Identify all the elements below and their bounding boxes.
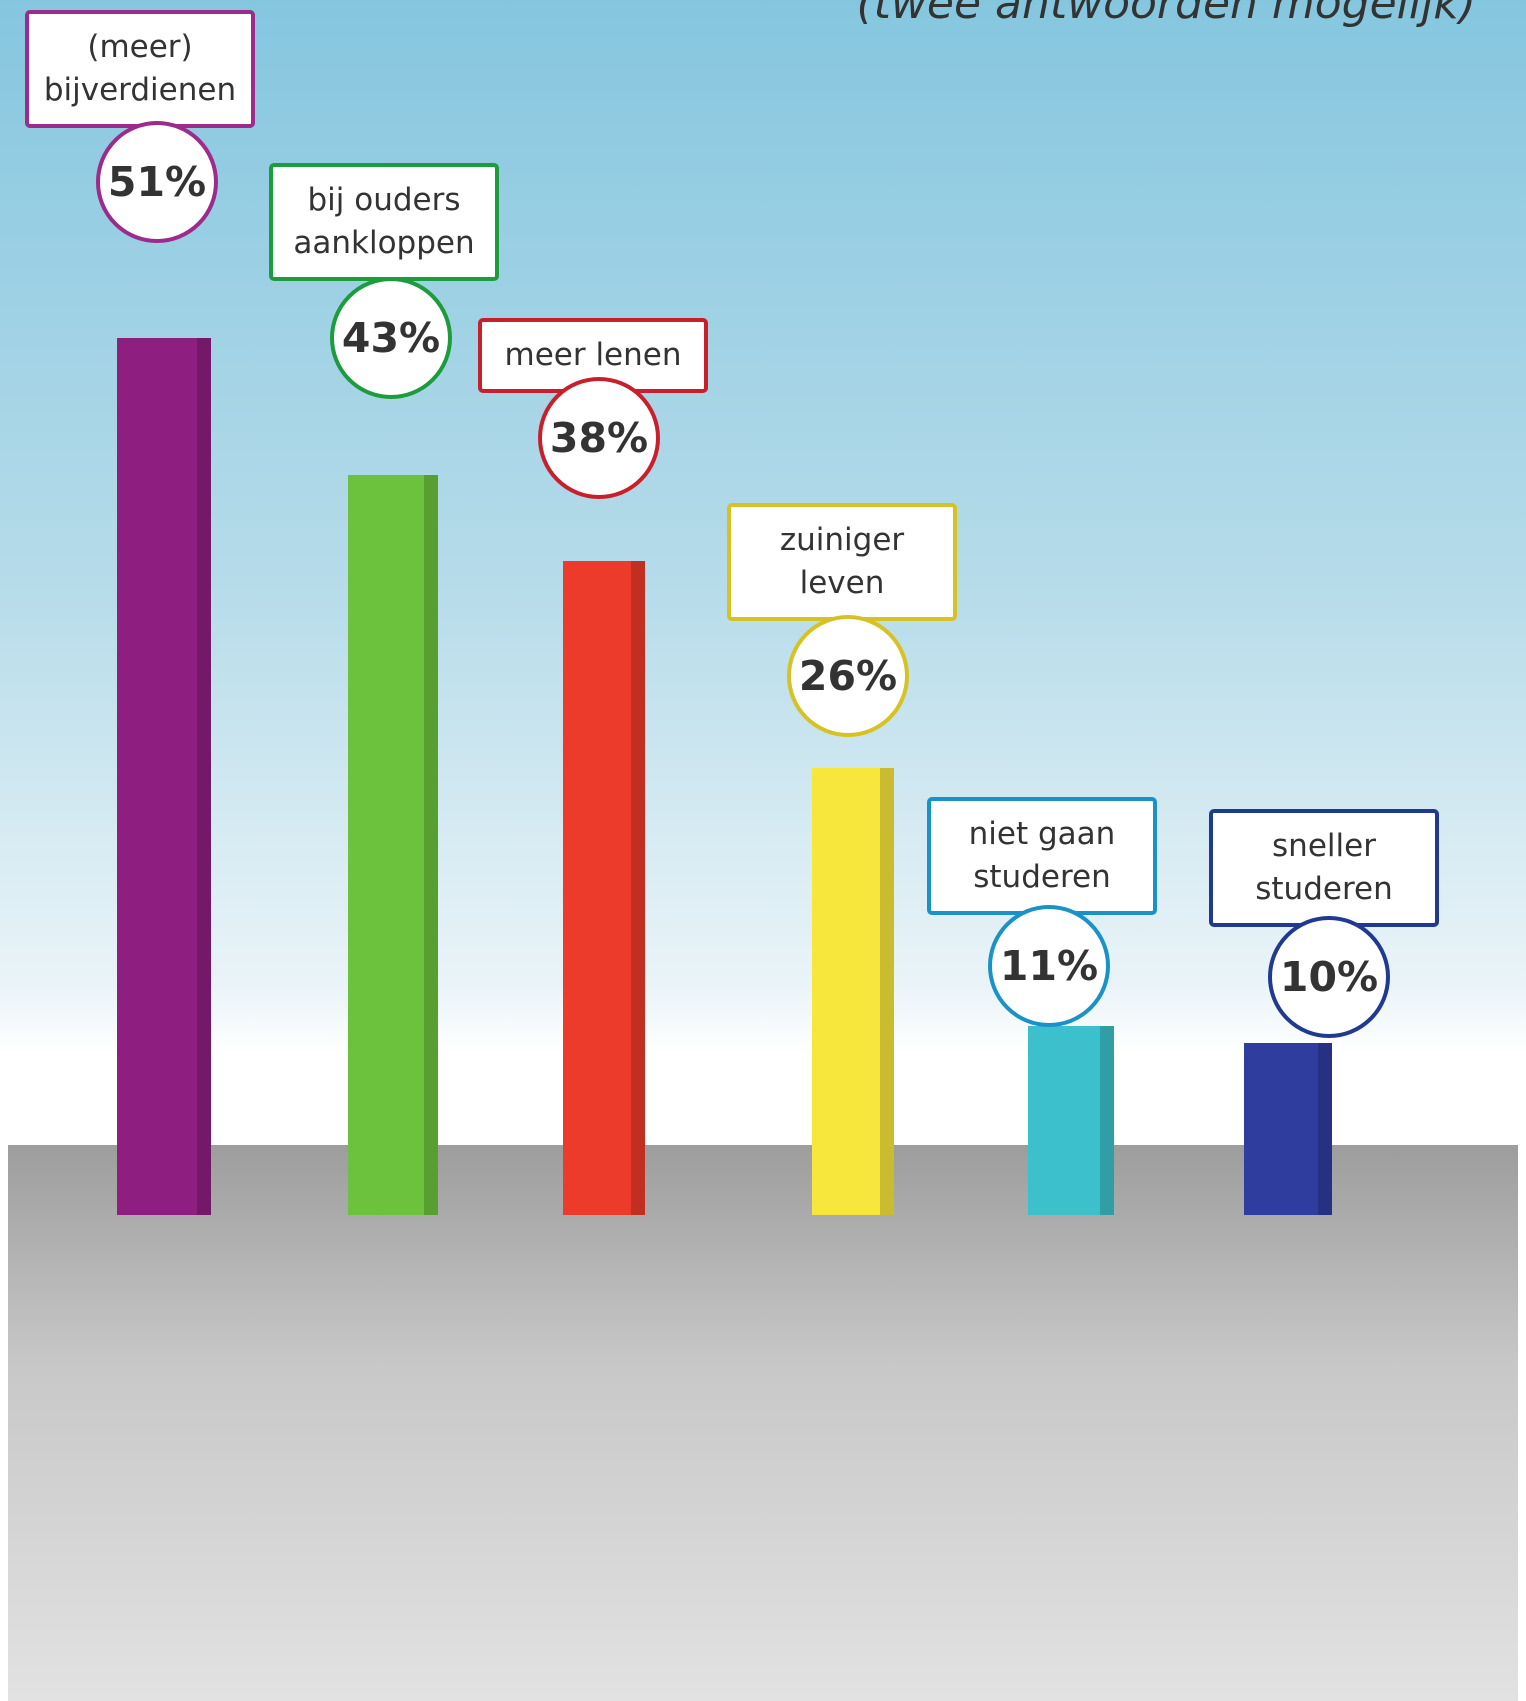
category-label: zuiniger leven bbox=[727, 503, 957, 621]
category-label: sneller studeren bbox=[1209, 809, 1439, 927]
bar bbox=[1244, 1043, 1332, 1215]
value-label: 11% bbox=[988, 905, 1110, 1027]
category-label: niet gaan studeren bbox=[927, 797, 1157, 915]
value-label: 51% bbox=[96, 121, 218, 243]
bar bbox=[563, 561, 645, 1215]
bar bbox=[1028, 1025, 1114, 1215]
category-label: bij ouders aankloppen bbox=[269, 163, 499, 281]
floor bbox=[8, 1145, 1518, 1701]
bar bbox=[812, 767, 894, 1215]
value-label: 43% bbox=[330, 277, 452, 399]
bar bbox=[117, 337, 211, 1215]
chart-subtitle: (twee antwoorden mogelijk) bbox=[856, 0, 1476, 29]
value-label: 26% bbox=[787, 615, 909, 737]
value-label: 10% bbox=[1268, 916, 1390, 1038]
value-label: 38% bbox=[538, 377, 660, 499]
category-label: (meer) bijverdienen bbox=[25, 10, 255, 128]
bar bbox=[348, 475, 438, 1215]
